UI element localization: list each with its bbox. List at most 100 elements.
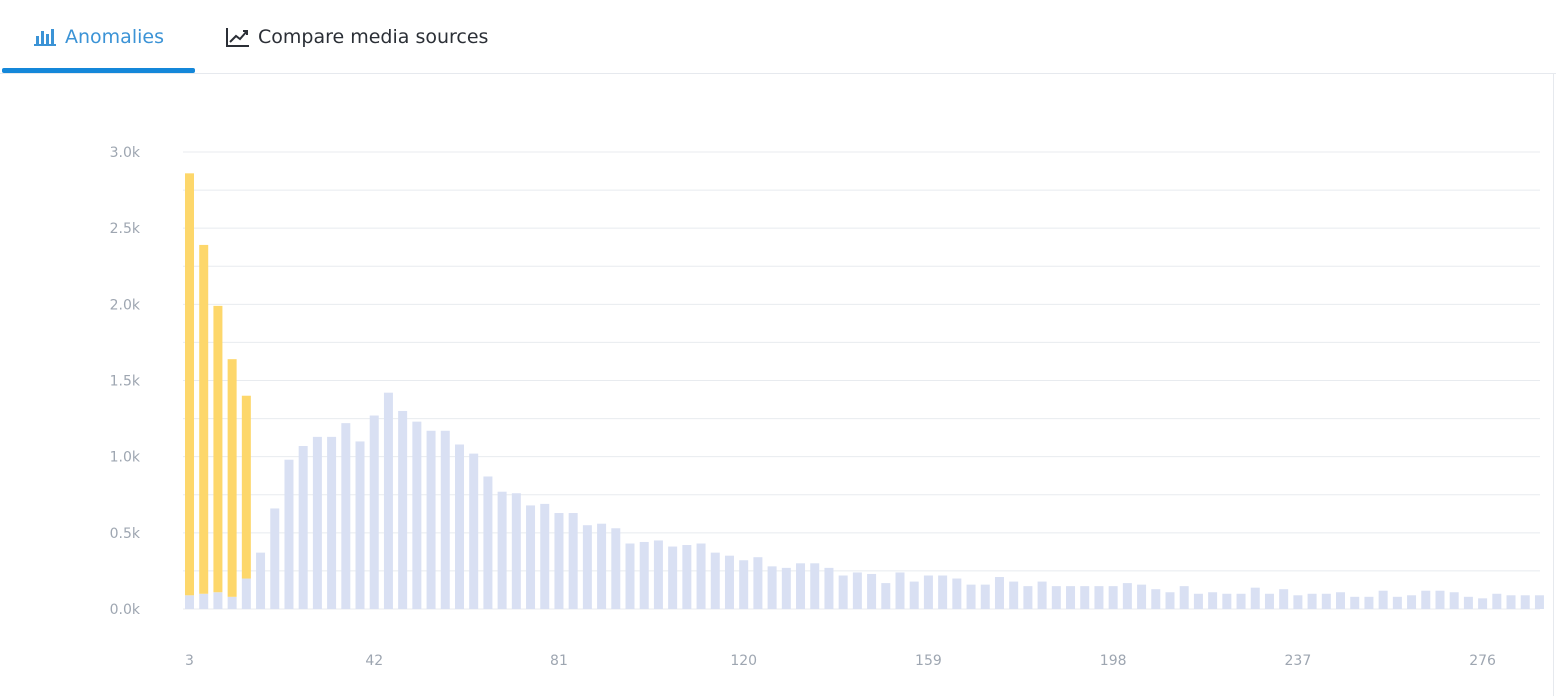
bar-anomaly[interactable]: [213, 305, 223, 593]
bar-baseline[interactable]: [1236, 593, 1246, 609]
bar-baseline[interactable]: [1506, 595, 1516, 609]
bar-baseline[interactable]: [1080, 586, 1090, 609]
bar-baseline[interactable]: [369, 415, 379, 609]
bar-baseline[interactable]: [483, 476, 493, 609]
bar-baseline[interactable]: [469, 453, 479, 609]
bar-baseline[interactable]: [824, 567, 834, 609]
bar-baseline[interactable]: [312, 436, 322, 609]
bar-baseline[interactable]: [781, 567, 791, 609]
bar-baseline[interactable]: [994, 577, 1004, 609]
bar-baseline[interactable]: [639, 541, 649, 609]
bar-baseline[interactable]: [753, 557, 763, 609]
bar-baseline[interactable]: [810, 563, 820, 609]
bar-baseline[interactable]: [796, 563, 806, 609]
bar-baseline[interactable]: [1108, 586, 1118, 609]
bar-baseline[interactable]: [256, 552, 266, 609]
bar-baseline[interactable]: [398, 410, 408, 609]
bar-baseline[interactable]: [1208, 592, 1218, 609]
bar-baseline[interactable]: [1534, 595, 1544, 609]
bar-baseline[interactable]: [1449, 592, 1459, 609]
bar-baseline[interactable]: [383, 392, 393, 609]
bar-anomaly[interactable]: [199, 244, 209, 594]
bar-baseline[interactable]: [1037, 581, 1047, 609]
bar-baseline[interactable]: [511, 493, 521, 609]
bar-baseline[interactable]: [1279, 589, 1289, 609]
bar-baseline[interactable]: [497, 491, 507, 609]
bar-baseline[interactable]: [412, 421, 422, 609]
bar-baseline[interactable]: [270, 508, 280, 609]
bar-baseline[interactable]: [881, 583, 891, 609]
bar-baseline[interactable]: [540, 503, 550, 609]
bar-baseline[interactable]: [923, 575, 933, 609]
bar-baseline[interactable]: [526, 505, 536, 609]
bar-baseline[interactable]: [1421, 590, 1431, 609]
bar-baseline[interactable]: [653, 540, 663, 609]
bar-baseline[interactable]: [426, 430, 436, 609]
bar-baseline[interactable]: [767, 566, 777, 609]
bar-baseline[interactable]: [1463, 596, 1473, 609]
bar-baseline[interactable]: [1151, 589, 1161, 609]
bar-baseline[interactable]: [227, 596, 237, 609]
bar-baseline[interactable]: [838, 575, 848, 609]
bar-baseline[interactable]: [1250, 587, 1260, 609]
bar-baseline[interactable]: [1165, 592, 1175, 609]
bar-baseline[interactable]: [1193, 593, 1203, 609]
bar-baseline[interactable]: [1293, 595, 1303, 609]
bar-baseline[interactable]: [554, 513, 564, 609]
bar-baseline[interactable]: [284, 459, 294, 609]
bar-baseline[interactable]: [1066, 586, 1076, 609]
tab-anomalies[interactable]: Anomalies: [33, 0, 164, 74]
bar-baseline[interactable]: [582, 525, 592, 609]
bar-baseline[interactable]: [611, 528, 621, 609]
bar-baseline[interactable]: [980, 584, 990, 609]
bar-baseline[interactable]: [1364, 596, 1374, 609]
bar-baseline[interactable]: [1222, 593, 1232, 609]
bar-baseline[interactable]: [1520, 595, 1530, 609]
bar-baseline[interactable]: [1407, 595, 1417, 609]
bar-baseline[interactable]: [710, 552, 720, 609]
bar-baseline[interactable]: [185, 595, 194, 609]
bar-baseline[interactable]: [1378, 590, 1388, 609]
bar-baseline[interactable]: [454, 444, 464, 609]
bar-anomaly[interactable]: [227, 359, 237, 597]
bar-baseline[interactable]: [1435, 590, 1445, 609]
bar-baseline[interactable]: [952, 578, 962, 609]
bar-baseline[interactable]: [1350, 596, 1360, 609]
bar-baseline[interactable]: [199, 593, 209, 609]
bar-baseline[interactable]: [327, 436, 337, 609]
bar-baseline[interactable]: [1094, 586, 1104, 609]
bar-baseline[interactable]: [298, 446, 308, 609]
bar-baseline[interactable]: [1051, 586, 1061, 609]
bar-baseline[interactable]: [440, 430, 450, 609]
bar-anomaly[interactable]: [241, 395, 251, 579]
bar-baseline[interactable]: [625, 543, 635, 609]
bar-baseline[interactable]: [1307, 593, 1317, 609]
bar-baseline[interactable]: [1321, 593, 1331, 609]
bar-baseline[interactable]: [724, 555, 734, 609]
bar-baseline[interactable]: [213, 592, 223, 609]
bar-baseline[interactable]: [341, 423, 351, 609]
bar-baseline[interactable]: [739, 560, 749, 609]
bar-baseline[interactable]: [1009, 581, 1019, 609]
bar-baseline[interactable]: [597, 523, 607, 609]
bar-baseline[interactable]: [852, 572, 862, 609]
bar-baseline[interactable]: [696, 543, 706, 609]
bar-baseline[interactable]: [568, 513, 578, 609]
bar-baseline[interactable]: [909, 581, 919, 609]
tab-compare-media-sources[interactable]: Compare media sources: [226, 0, 488, 74]
bar-baseline[interactable]: [895, 572, 905, 609]
bar-baseline[interactable]: [1264, 593, 1274, 609]
bar-baseline[interactable]: [1492, 593, 1502, 609]
bar-baseline[interactable]: [1392, 596, 1402, 609]
bar-baseline[interactable]: [1179, 586, 1189, 609]
bar-baseline[interactable]: [938, 575, 948, 609]
bar-baseline[interactable]: [1023, 586, 1033, 609]
bar-baseline[interactable]: [867, 573, 877, 609]
bar-baseline[interactable]: [355, 441, 365, 609]
bar-baseline[interactable]: [1336, 592, 1346, 609]
bar-anomaly[interactable]: [185, 173, 194, 596]
bar-baseline[interactable]: [668, 546, 678, 609]
bar-baseline[interactable]: [1137, 584, 1147, 609]
bar-baseline[interactable]: [682, 545, 692, 609]
bar-baseline[interactable]: [1122, 583, 1132, 609]
